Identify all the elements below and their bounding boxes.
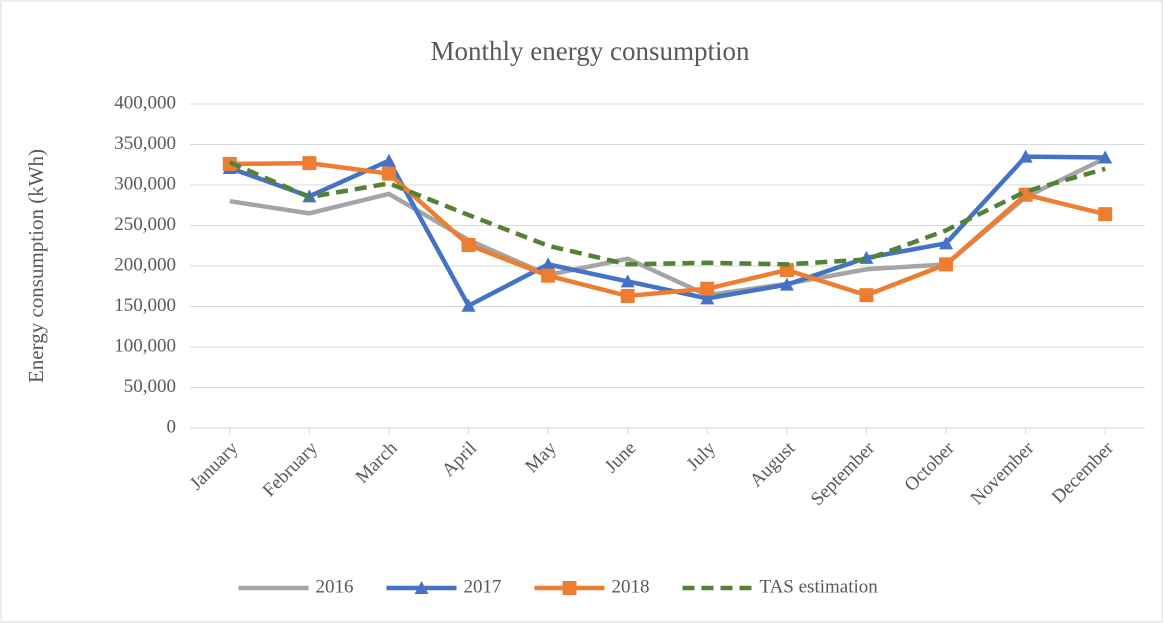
data-point (302, 156, 317, 171)
data-point (381, 166, 396, 181)
data-point (700, 281, 715, 296)
data-point (461, 298, 476, 312)
data-point (620, 274, 635, 288)
series-line (228, 160, 1106, 267)
data-point (779, 277, 794, 291)
y-tick-label: 300,000 (114, 173, 176, 194)
y-tick-label: 350,000 (114, 133, 176, 154)
data-point (700, 291, 715, 305)
series-line (229, 154, 1106, 308)
y-tick-label: 100,000 (114, 335, 176, 356)
data-point (620, 288, 635, 303)
data-point (1018, 149, 1033, 163)
legend-label: 2016 (316, 576, 354, 597)
chart-title: Monthly energy consumption (431, 36, 750, 66)
data-point (381, 153, 396, 167)
legend-marker (562, 581, 577, 595)
legend-label: 2017 (464, 576, 502, 597)
data-point (859, 288, 874, 303)
y-tick-label: 400,000 (114, 92, 176, 113)
legend-label: TAS estimation (760, 576, 879, 597)
data-point (1098, 207, 1113, 222)
data-point (939, 236, 954, 250)
y-tick-label: 0 (167, 416, 177, 437)
y-tick-label: 50,000 (124, 376, 176, 397)
data-point (939, 257, 954, 272)
y-tick-label: 150,000 (114, 295, 176, 316)
data-point (1098, 150, 1113, 164)
data-point (461, 237, 476, 252)
legend-label: 2018 (612, 576, 650, 597)
legend-marker (414, 581, 429, 594)
data-point (541, 257, 556, 271)
series-line (229, 160, 1106, 299)
y-tick-label: 200,000 (114, 254, 176, 275)
data-point (541, 268, 556, 283)
y-axis-label: Energy consumption (kWh) (24, 149, 48, 383)
y-tick-label: 250,000 (114, 214, 176, 235)
